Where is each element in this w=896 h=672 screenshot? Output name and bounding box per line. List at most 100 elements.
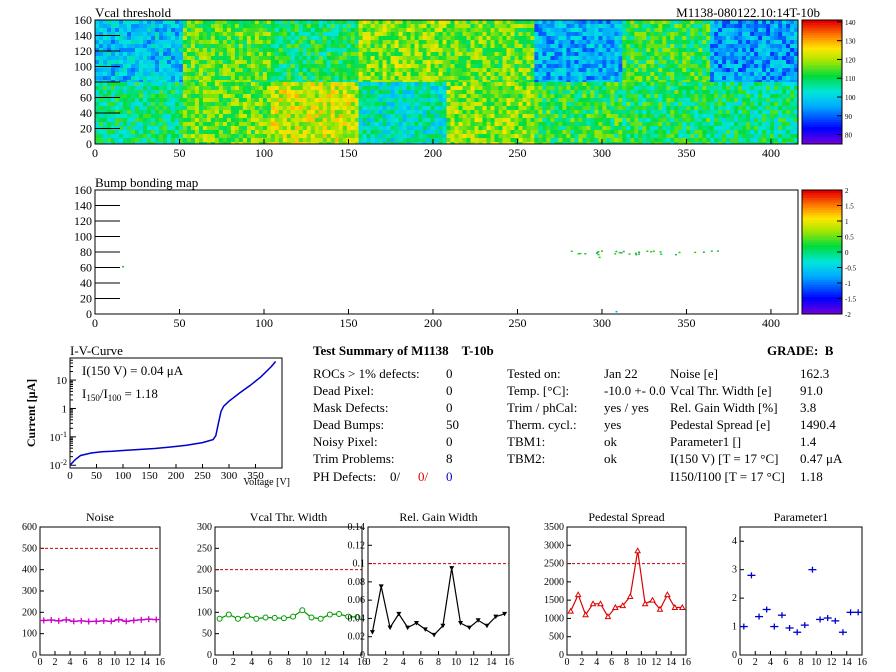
pixel-cell bbox=[514, 142, 519, 145]
pixel-cell bbox=[322, 36, 328, 41]
pixel-cell bbox=[374, 36, 379, 41]
pixel-cell bbox=[366, 98, 371, 103]
pixel-cell bbox=[358, 122, 363, 127]
pixel-cell bbox=[218, 118, 224, 123]
pixel-cell bbox=[446, 60, 451, 65]
pixel-cell bbox=[262, 32, 268, 37]
pixel-cell bbox=[786, 60, 791, 65]
pixel-cell bbox=[163, 36, 168, 41]
pixel-cell bbox=[610, 94, 615, 99]
pixel-cell bbox=[590, 24, 595, 29]
pixel-cell bbox=[522, 114, 527, 119]
pixel-cell bbox=[730, 68, 735, 73]
pixel-cell bbox=[670, 72, 675, 77]
pixel-cell bbox=[766, 72, 771, 77]
pixel-cell bbox=[111, 130, 116, 135]
pixel-cell bbox=[230, 138, 236, 143]
pixel-cell bbox=[143, 36, 148, 41]
pixel-cell bbox=[738, 24, 743, 29]
pixel-cell bbox=[750, 20, 755, 25]
pixel-cell bbox=[155, 134, 160, 139]
pixel-cell bbox=[310, 40, 316, 45]
pixel-cell bbox=[518, 86, 523, 91]
pixel-cell bbox=[167, 44, 172, 49]
pixel-cell bbox=[470, 20, 475, 25]
pixel-cell bbox=[754, 60, 759, 65]
pixel-cell bbox=[486, 60, 491, 65]
pixel-cell bbox=[198, 76, 204, 81]
pixel-cell bbox=[302, 28, 308, 33]
pixel-cell bbox=[478, 86, 483, 91]
pixel-cell bbox=[115, 56, 120, 61]
pixel-cell bbox=[314, 56, 320, 61]
pixel-cell bbox=[135, 142, 140, 145]
pixel-cell bbox=[206, 98, 212, 103]
pixel-cell bbox=[310, 118, 316, 123]
pixel-cell bbox=[546, 44, 551, 49]
pixel-cell bbox=[326, 94, 332, 99]
pixel-cell bbox=[402, 86, 407, 91]
pixel-cell bbox=[782, 28, 787, 33]
pixel-cell bbox=[282, 28, 288, 33]
pixel-cell bbox=[123, 98, 128, 103]
pixel-cell bbox=[682, 28, 687, 33]
pixel-cell bbox=[614, 110, 619, 115]
pixel-cell bbox=[538, 40, 543, 45]
pixel-cell bbox=[542, 48, 547, 53]
pixel-cell bbox=[127, 90, 132, 95]
pixel-cell bbox=[262, 68, 268, 73]
pixel-cell bbox=[474, 110, 479, 115]
pixel-cell bbox=[330, 64, 336, 69]
pixel-cell bbox=[554, 28, 559, 33]
pixel-cell bbox=[318, 56, 324, 61]
pixel-cell bbox=[270, 138, 276, 143]
pixel-cell bbox=[746, 28, 751, 33]
pixel-cell bbox=[534, 72, 539, 77]
pixel-cell bbox=[498, 82, 503, 87]
pixel-cell bbox=[270, 80, 276, 83]
pixel-cell bbox=[514, 118, 519, 123]
pixel-cell bbox=[454, 118, 459, 123]
pixel-cell bbox=[410, 68, 415, 73]
pixel-cell bbox=[378, 52, 383, 57]
pixel-cell bbox=[398, 64, 403, 69]
pixel-cell bbox=[127, 20, 132, 25]
pixel-cell bbox=[123, 40, 128, 45]
pixel-cell bbox=[506, 122, 511, 127]
pixel-cell bbox=[350, 56, 356, 61]
pixel-cell bbox=[111, 86, 116, 91]
pixel-cell bbox=[155, 82, 160, 87]
pixel-cell bbox=[402, 28, 407, 33]
pixel-cell bbox=[171, 28, 176, 33]
pixel-cell bbox=[658, 28, 663, 33]
pixel-cell bbox=[726, 52, 731, 57]
pixel-cell bbox=[550, 40, 555, 45]
pixel-cell bbox=[582, 122, 587, 127]
pixel-cell bbox=[482, 118, 487, 123]
pixel-cell bbox=[578, 142, 583, 145]
pixel-cell bbox=[442, 114, 447, 119]
pixel-cell bbox=[642, 48, 647, 53]
pixel-cell bbox=[250, 102, 256, 107]
pixel-cell bbox=[354, 138, 359, 143]
pixel-cell bbox=[155, 114, 160, 119]
pixel-cell bbox=[210, 32, 216, 37]
pixel-cell bbox=[598, 72, 603, 77]
pixel-cell bbox=[135, 98, 140, 103]
pixel-cell bbox=[362, 82, 367, 87]
pixel-cell bbox=[414, 142, 419, 145]
pixel-cell bbox=[670, 56, 675, 61]
pixel-cell bbox=[290, 32, 296, 37]
pixel-cell bbox=[354, 122, 359, 127]
pixel-cell bbox=[151, 52, 156, 57]
pixel-cell bbox=[175, 130, 180, 135]
pixel-cell bbox=[274, 64, 280, 69]
pixel-cell bbox=[722, 60, 727, 65]
pixel-cell bbox=[99, 82, 104, 87]
pixel-cell bbox=[542, 126, 547, 131]
pixel-cell bbox=[438, 24, 443, 29]
pixel-cell bbox=[206, 110, 212, 115]
pixel-cell bbox=[123, 48, 128, 53]
pixel-cell bbox=[586, 28, 591, 33]
pixel-cell bbox=[330, 32, 336, 37]
